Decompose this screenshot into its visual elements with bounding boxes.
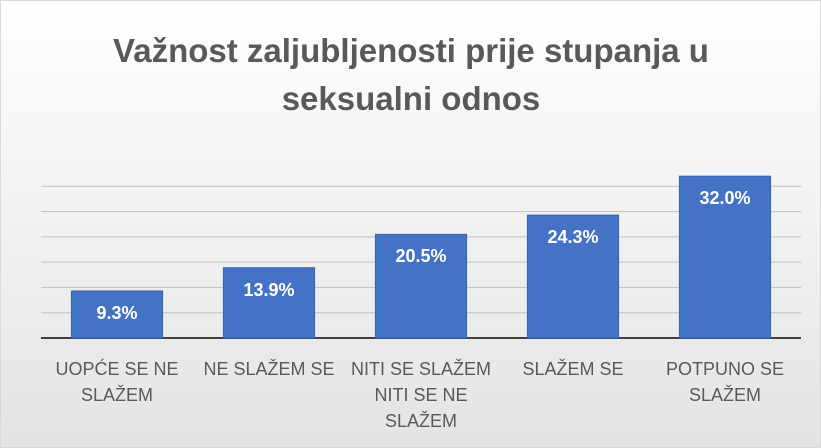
value-label: 32.0%: [699, 188, 751, 209]
value-label: 13.9%: [243, 279, 295, 300]
bar: [678, 175, 772, 339]
x-tick-label: POTPUNO SE SLAŽEM: [665, 359, 785, 405]
x-tick-label: NE SLAŽEM SE: [203, 359, 335, 379]
bar: [222, 267, 316, 339]
value-label: 9.3%: [96, 302, 138, 323]
x-tick-label: NITI SE SLAŽEM NITI SE NE SLAŽEM: [350, 359, 492, 431]
value-label: 24.3%: [547, 227, 599, 248]
bar: [374, 233, 468, 339]
bar: [70, 290, 164, 339]
x-tick-label: UOPĆE SE NE SLAŽEM: [55, 359, 179, 405]
bar: [526, 214, 620, 339]
x-tick-label: SLAŽEM SE: [522, 359, 624, 379]
value-label: 20.5%: [395, 246, 447, 267]
chart-title: Važnost zaljubljenosti prije stupanja u …: [113, 32, 709, 117]
